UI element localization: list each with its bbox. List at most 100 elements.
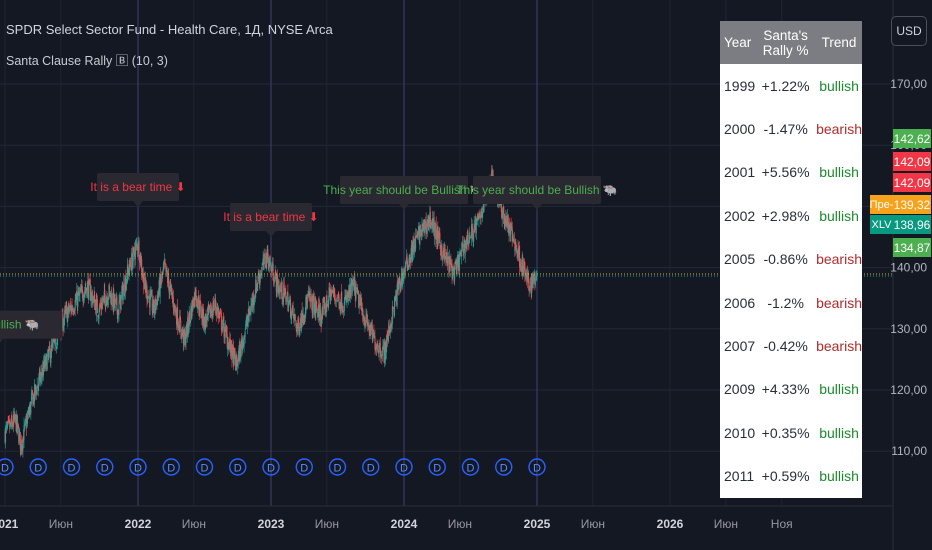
dividend-marker[interactable]: D <box>528 458 546 476</box>
candle-body <box>273 282 275 284</box>
dividend-marker[interactable]: D <box>428 458 446 476</box>
candle-body <box>119 300 121 302</box>
candle-body <box>10 422 12 425</box>
dividend-marker[interactable]: D <box>96 458 114 476</box>
dividend-marker[interactable]: D <box>62 458 81 476</box>
candle-body <box>122 286 124 301</box>
dividend-marker[interactable]: D <box>29 458 47 476</box>
dividend-marker[interactable]: D <box>295 458 313 476</box>
price-axis[interactable]: 170,00160,00150,00140,00130,00120,00110,… <box>890 0 932 550</box>
time-axis-label: 2024 <box>391 517 418 531</box>
candle-body <box>26 420 28 429</box>
candle-body <box>455 262 457 270</box>
candle-body <box>126 279 128 281</box>
candle-body <box>182 331 184 344</box>
candle-body <box>369 326 371 335</box>
candle-body <box>355 287 357 299</box>
candle-body <box>328 299 330 308</box>
candle-body <box>20 439 22 450</box>
candle-body <box>297 319 299 325</box>
candle-body <box>450 261 452 265</box>
dividend-marker[interactable]: D <box>195 458 214 476</box>
symbol-title[interactable]: SPDR Select Sector Fund - Health Care, 1… <box>6 22 333 37</box>
indicator-title[interactable]: Santa Clause Rally 🄱 (10, 3) <box>6 54 168 68</box>
candle-body <box>356 288 357 290</box>
candle-body <box>29 404 31 413</box>
candle-body <box>372 333 374 342</box>
candle-body <box>143 273 145 291</box>
candle-body <box>49 345 51 351</box>
candle-body <box>206 319 208 324</box>
candle-body <box>233 349 235 366</box>
dividend-marker[interactable]: D <box>129 458 147 476</box>
dividend-marker[interactable]: D <box>362 458 380 476</box>
candle-body <box>443 248 445 258</box>
candle-body <box>242 341 243 351</box>
dividend-letter: D <box>334 463 342 475</box>
dividend-marker[interactable]: D <box>162 458 180 476</box>
candle-body <box>409 257 411 261</box>
candle-body <box>302 318 304 324</box>
candle-body <box>81 284 83 289</box>
candlestick-series <box>4 165 538 458</box>
candle-body <box>360 297 362 306</box>
dividend-letter: D <box>500 463 508 475</box>
candle-body <box>95 302 97 314</box>
candle-body <box>27 415 29 420</box>
candle-body <box>251 299 253 306</box>
candle-body <box>40 372 42 375</box>
candle-body <box>66 307 68 309</box>
dividend-marker[interactable]: D <box>328 458 347 476</box>
dividend-marker[interactable]: D <box>262 458 280 476</box>
candle-body <box>378 343 380 353</box>
candle-body <box>326 304 328 307</box>
candle-body <box>56 337 58 346</box>
candle-body <box>15 415 17 431</box>
candle-body <box>407 268 409 270</box>
dividend-ring <box>262 458 280 476</box>
candle-body <box>53 340 55 343</box>
dividend-marker[interactable]: D <box>461 458 480 476</box>
dividend-letter: D <box>300 463 308 475</box>
candle-body <box>337 299 338 301</box>
cell-trend: bullish <box>816 150 862 195</box>
candle-body <box>310 297 312 301</box>
bearish-label: It is a bear time ⬇ <box>90 172 186 207</box>
dividend-marker[interactable]: D <box>229 458 247 476</box>
dividend-marker[interactable]: D <box>395 458 413 476</box>
candle-body <box>39 372 41 383</box>
candle-body <box>411 247 413 260</box>
currency-button[interactable]: USD <box>891 16 927 46</box>
candle-body <box>169 290 171 295</box>
candle-body <box>22 437 24 451</box>
candle-body <box>170 286 172 289</box>
table-row: 2002 +2.98% bullish <box>720 194 862 238</box>
candle-body <box>142 272 144 277</box>
candle-body <box>524 262 526 275</box>
candle-body <box>356 287 358 290</box>
candle-body <box>228 342 230 350</box>
candle-body <box>282 296 284 302</box>
candle-body <box>38 376 40 385</box>
candle-body <box>348 290 350 298</box>
candle-body <box>435 224 437 226</box>
candle-body <box>411 241 413 262</box>
candle-body <box>47 352 49 356</box>
candle-body <box>258 274 260 279</box>
candle-body <box>332 290 334 293</box>
time-axis[interactable]: 2021 Июн 2022 Июн 2023 Июн 2024 Июн 2025 Июн 2026 И… <box>0 505 893 550</box>
dividend-marker[interactable]: D <box>495 458 513 476</box>
candle-body <box>473 223 475 231</box>
candle-body <box>441 245 443 260</box>
candle-body <box>272 263 274 272</box>
candle-body <box>259 274 261 277</box>
candle-body <box>504 215 506 224</box>
candle-body <box>205 316 207 322</box>
candle-body <box>463 248 465 254</box>
candle-body <box>432 218 433 229</box>
dividend-marker[interactable]: D <box>0 458 14 476</box>
candle-body <box>261 266 263 272</box>
candle-body <box>377 347 379 351</box>
